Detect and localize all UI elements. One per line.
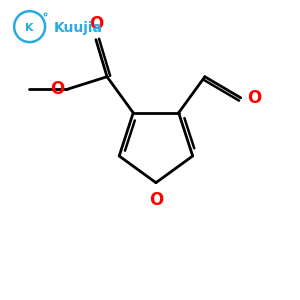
Text: Kuujia: Kuujia bbox=[53, 20, 102, 34]
Text: K: K bbox=[26, 22, 34, 32]
Text: O: O bbox=[89, 15, 103, 33]
Text: O: O bbox=[149, 191, 163, 209]
Text: O: O bbox=[50, 80, 64, 98]
Text: O: O bbox=[247, 89, 262, 107]
